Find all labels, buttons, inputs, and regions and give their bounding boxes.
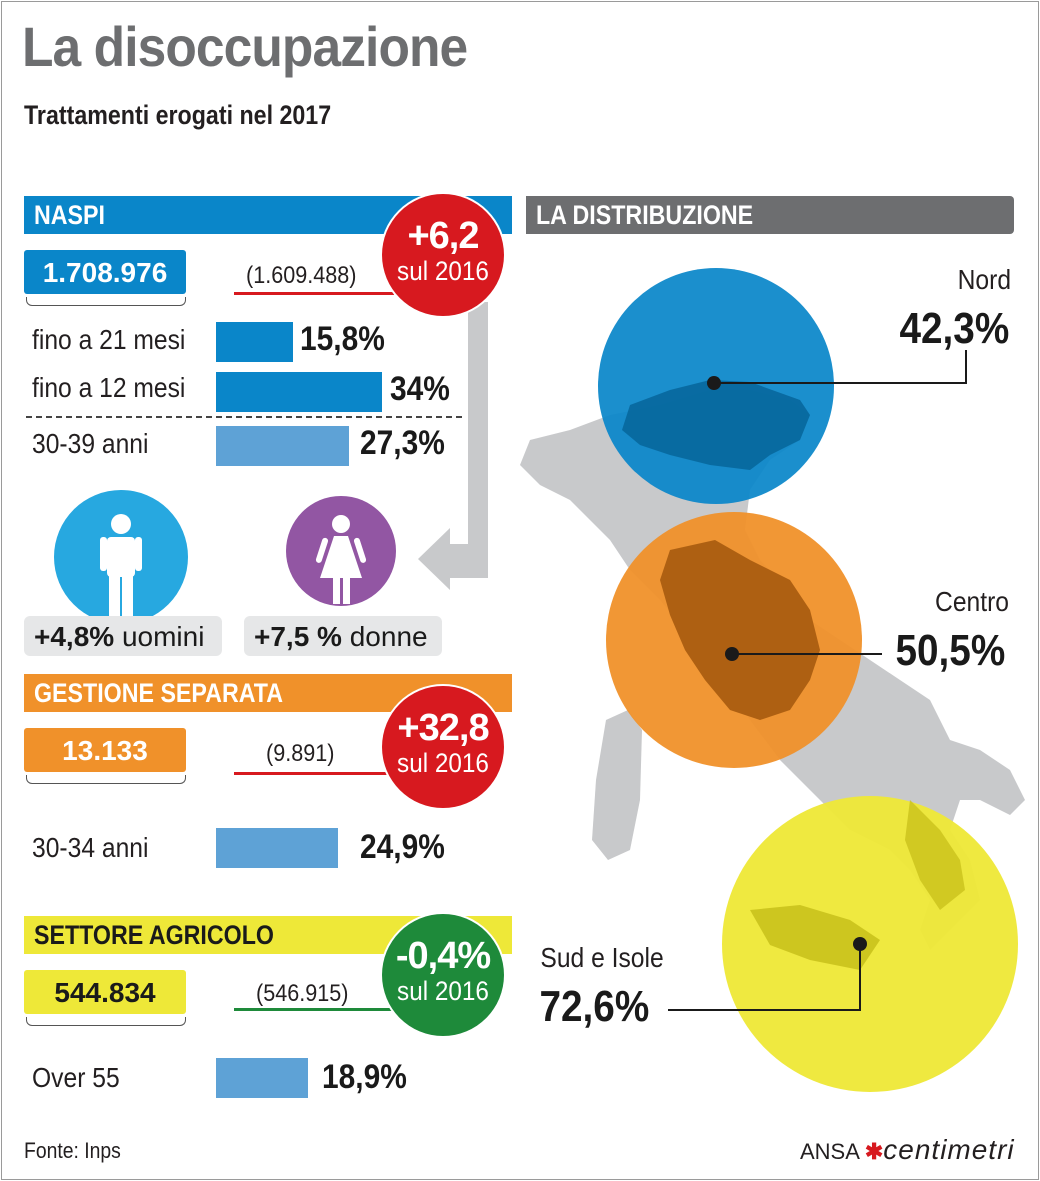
agricolo-delta-value: -0,4% xyxy=(395,935,491,977)
naspi-delta-label: sul 2016 xyxy=(397,256,489,286)
agricolo-previous: (546.915) xyxy=(256,980,349,1007)
women-label: donne xyxy=(349,621,428,652)
naspi-total: 1.708.976 xyxy=(24,250,186,294)
women-circle xyxy=(286,496,396,606)
sicily-region-shape xyxy=(750,905,880,970)
region-value-sud: 72,6% xyxy=(539,982,650,1031)
naspi-row-label-0: fino a 21 mesi xyxy=(32,324,186,355)
naspi-brace xyxy=(26,297,186,306)
naspi-row-label-2: 30-39 anni xyxy=(32,428,149,459)
naspi-row-value-0: 15,8% xyxy=(300,320,385,358)
gestione-previous: (9.891) xyxy=(266,740,335,767)
agricolo-row-label-0: Over 55 xyxy=(32,1062,120,1093)
distribuzione-header: LA DISTRIBUZIONE xyxy=(526,196,1014,234)
gestione-delta-label: sul 2016 xyxy=(397,748,489,778)
naspi-previous: (1.609.488) xyxy=(246,262,357,289)
sardinia-shape xyxy=(592,710,642,860)
women-pill: +7,5 % donne xyxy=(244,616,442,656)
gestione-previous-line xyxy=(234,772,394,775)
naspi-bar-2 xyxy=(216,426,349,466)
naspi-delta-circle: +6,2 sul 2016 xyxy=(382,194,504,316)
sud-leader xyxy=(668,944,861,1011)
calabria-region-shape xyxy=(905,800,965,910)
gestione-delta-circle: +32,8 sul 2016 xyxy=(382,686,504,808)
italy-map xyxy=(520,268,1025,1092)
agricolo-delta-circle: -0,4% sul 2016 xyxy=(382,914,504,1036)
men-value: +4,8% xyxy=(34,621,115,652)
gestione-bar-0 xyxy=(216,828,338,868)
naspi-bar-1 xyxy=(216,372,382,412)
agricolo-row-value-0: 18,9% xyxy=(322,1058,407,1096)
agricolo-delta-label: sul 2016 xyxy=(397,976,489,1006)
footer-logo-ansa: ANSA xyxy=(800,1139,859,1164)
naspi-arrow xyxy=(418,302,488,590)
men-circle xyxy=(54,490,188,624)
star-icon: ✱ xyxy=(864,1139,884,1164)
page-subtitle: Trattamenti erogati nel 2017 xyxy=(24,100,332,130)
footer-source: Fonte: Inps xyxy=(24,1138,121,1163)
region-name-nord: Nord xyxy=(957,264,1012,295)
footer-logo: ANSA ✱centimetri xyxy=(800,1134,1015,1166)
naspi-delta-value: +6,2 xyxy=(407,215,479,257)
man-icon xyxy=(100,514,142,618)
gestione-delta-value: +32,8 xyxy=(397,707,489,749)
region-value-nord: 42,3% xyxy=(899,304,1010,353)
gestione-total: 13.133 xyxy=(24,728,186,772)
agricolo-bar-0 xyxy=(216,1058,308,1098)
gestione-row-label-0: 30-34 anni xyxy=(32,832,149,863)
agricolo-total: 544.834 xyxy=(24,970,186,1014)
region-name-centro: Centro xyxy=(935,586,1010,617)
naspi-row-value-1: 34% xyxy=(390,370,450,408)
men-pill: +4,8% uomini xyxy=(24,616,222,656)
gestione-brace xyxy=(26,775,186,784)
nord-region-shape xyxy=(622,380,810,470)
agricolo-previous-line xyxy=(234,1008,394,1011)
gestione-row-value-0: 24,9% xyxy=(360,828,445,866)
region-name-sud: Sud e Isole xyxy=(540,942,664,973)
men-label: uomini xyxy=(121,621,205,652)
page-title: La disoccupazione xyxy=(22,15,468,78)
naspi-divider xyxy=(26,416,462,418)
naspi-previous-line xyxy=(234,292,394,295)
region-value-centro: 50,5% xyxy=(895,626,1006,675)
women-value: +7,5 % xyxy=(254,621,342,652)
footer-logo-brand: centimetri xyxy=(883,1134,1015,1165)
centro-region-shape xyxy=(660,540,820,720)
naspi-row-value-2: 27,3% xyxy=(360,424,445,462)
agricolo-brace xyxy=(26,1017,186,1026)
naspi-bar-0 xyxy=(216,322,293,362)
nord-leader xyxy=(714,350,967,384)
naspi-row-label-1: fino a 12 mesi xyxy=(32,372,186,403)
woman-icon xyxy=(315,515,367,604)
